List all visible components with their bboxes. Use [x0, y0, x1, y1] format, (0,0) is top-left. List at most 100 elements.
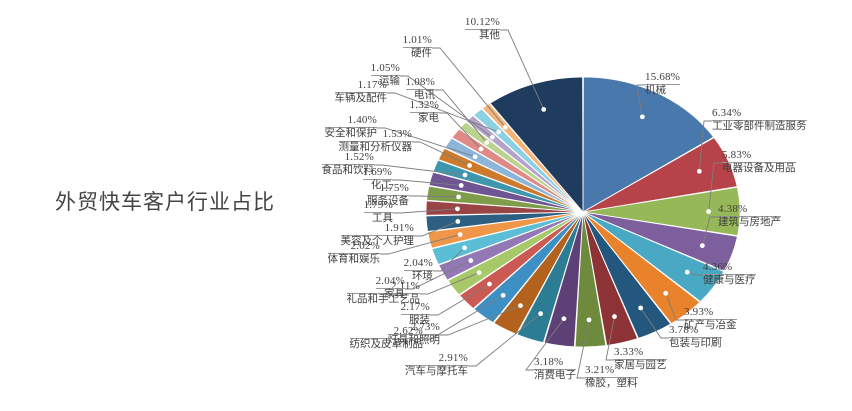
pie-slice-label: 1.17% 车辆及配件 — [334, 79, 387, 105]
pie-slice[interactable] — [582, 211, 725, 303]
label-leader-line — [420, 272, 480, 295]
slice-percent: 2.73% — [410, 321, 440, 333]
slice-point-marker — [472, 154, 478, 160]
slice-point-marker — [468, 258, 474, 263]
pie-slice[interactable] — [447, 211, 584, 296]
slice-point-marker — [541, 107, 547, 112]
slice-name: 消费电子 — [534, 368, 576, 381]
slice-percent: 2.04% — [403, 257, 433, 269]
slice-percent: 3.18% — [534, 356, 564, 368]
slice-name: 包装与印刷 — [669, 336, 722, 349]
slice-point-marker — [684, 269, 690, 275]
pie-slice[interactable] — [428, 171, 584, 213]
label-leader-line — [380, 234, 461, 255]
pie-slice[interactable] — [431, 211, 584, 265]
slice-name: 运输 — [370, 74, 400, 88]
pie-slice-label: 2.62% 纺织及皮革制品 — [349, 325, 423, 351]
slice-point-marker — [612, 314, 617, 319]
slice-percent: 1.32% — [409, 99, 439, 111]
pie-slice-label: 2.02% 体育和娱乐 — [327, 240, 380, 266]
pie-slice-label: 1.52% 食品和饮料 — [321, 151, 374, 177]
pie-slice[interactable] — [489, 76, 584, 214]
slice-percent: 1.01% — [402, 34, 432, 46]
pie-slice[interactable] — [444, 137, 584, 213]
label-leader-line — [414, 220, 459, 237]
label-leader-line — [500, 29, 545, 110]
slice-name: 服装 — [400, 313, 430, 327]
slice-point-marker — [496, 129, 502, 135]
pie-slice[interactable] — [516, 211, 584, 344]
pie-slice[interactable] — [582, 186, 741, 237]
label-leader-lines — [374, 29, 722, 379]
pie-slice[interactable] — [425, 211, 584, 232]
slice-name: 橡胶，塑料 — [585, 376, 638, 389]
pie-slice-label: 2.91% 汽车与摩托车 — [405, 352, 468, 378]
slice-point-marker — [455, 218, 461, 224]
slice-percent: 2.02% — [350, 240, 380, 252]
label-point-markers — [455, 107, 711, 323]
pie-slice[interactable] — [582, 211, 738, 272]
pie-slice[interactable] — [493, 211, 584, 335]
slice-percent: 1.75% — [379, 182, 409, 194]
slice-point-marker — [706, 209, 711, 214]
slice-name: 车辆及配件 — [334, 91, 387, 104]
slice-point-marker — [484, 140, 490, 145]
pie-slice[interactable] — [582, 211, 701, 325]
slice-point-marker — [586, 317, 592, 323]
label-leader-line — [433, 247, 465, 272]
slice-name: 礼品和手工艺品 — [346, 292, 420, 305]
slice-name: 纺织及皮革制品 — [349, 337, 423, 350]
slice-percent: 1.69% — [362, 166, 392, 178]
label-leader-line — [430, 283, 490, 316]
pie-slice-label: 3.18% 消费电子 — [534, 356, 576, 382]
pie-slice[interactable] — [582, 211, 672, 339]
pie-slice[interactable] — [543, 211, 584, 348]
slice-point-marker — [500, 292, 506, 298]
pie-slice[interactable] — [425, 200, 584, 216]
slice-percent: 2.11% — [390, 280, 420, 292]
label-leader-line — [525, 318, 565, 371]
pie-slice-label: 1.53% 测量和分析仪器 — [338, 128, 412, 154]
label-leader-line — [374, 164, 466, 176]
slice-point-marker — [518, 303, 523, 309]
pie-slice[interactable] — [438, 211, 584, 281]
slice-percent: 2.17% — [400, 301, 430, 313]
pie-slice-label: 1.40% 安全和保护 — [324, 114, 377, 140]
pie-slice[interactable] — [473, 108, 584, 213]
slice-point-marker — [489, 134, 495, 140]
pie-slice[interactable] — [582, 211, 639, 346]
pie-slice[interactable] — [459, 121, 584, 213]
label-leader-line — [412, 141, 470, 166]
slice-percent: 3.21% — [585, 364, 615, 376]
pie-slice-label: 1.91% 美容及个人护理 — [340, 222, 414, 248]
pie-slice[interactable] — [427, 211, 584, 249]
pie-slice-label: 10.12% 其他 — [464, 16, 500, 42]
label-leader-line — [576, 319, 590, 379]
slice-percent: 3.33% — [614, 346, 644, 358]
slice-percent: 15.68% — [645, 71, 681, 83]
pie-slice[interactable] — [465, 115, 584, 213]
label-leader-line — [468, 313, 541, 367]
slice-point-marker — [502, 124, 508, 130]
pie-slice-label: 2.17% 服装 — [400, 301, 430, 327]
pie-slice-label: 5.83% 电器设备及用品 — [722, 149, 796, 175]
slice-name: 矿产与冶金 — [684, 318, 737, 331]
pie-slice[interactable] — [451, 128, 584, 213]
label-leader-line — [701, 216, 718, 246]
pie-slice[interactable] — [437, 147, 584, 213]
slice-name: 汽车与摩托车 — [405, 364, 468, 377]
slice-percent: 2.62% — [393, 325, 423, 337]
slice-name: 硬件 — [402, 46, 432, 60]
pie-slice-label: 2.04% 环境 — [403, 257, 433, 283]
pie-slice[interactable] — [481, 103, 584, 213]
pie-slice-label: 3.33% 家居与园艺 — [614, 346, 667, 372]
slice-percent: 5.83% — [722, 149, 752, 161]
label-leader-line — [636, 84, 645, 117]
pie-slice[interactable] — [582, 137, 738, 213]
slice-percent: 1.53% — [382, 128, 412, 140]
label-leader-line — [640, 307, 669, 339]
pie-slice[interactable] — [582, 76, 715, 213]
pie-slice[interactable] — [574, 211, 607, 348]
